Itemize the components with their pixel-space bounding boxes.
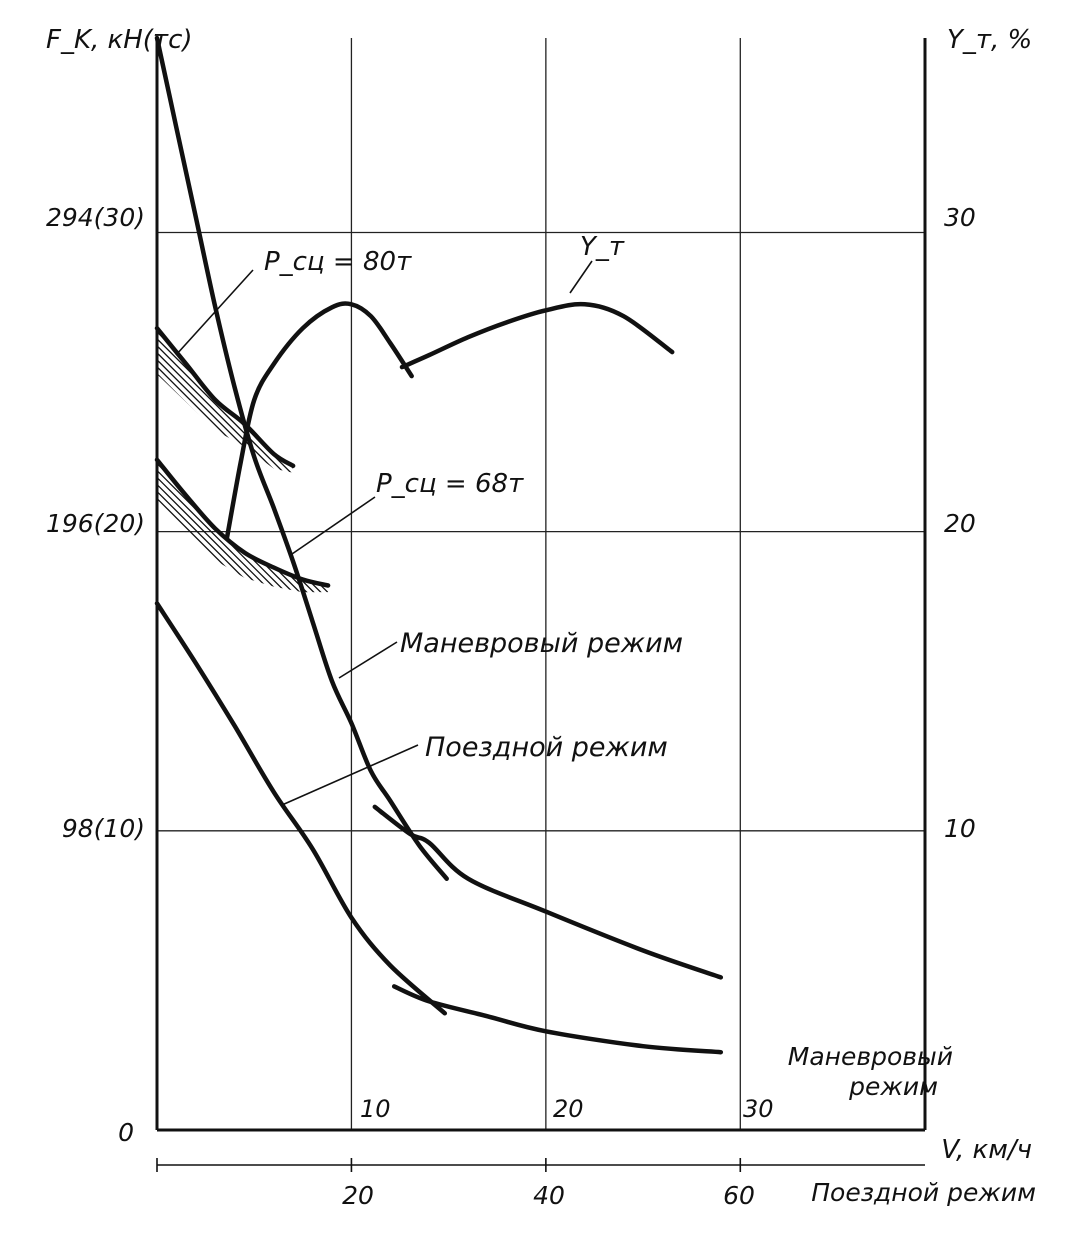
series-line-efficiency-rise bbox=[224, 301, 414, 540]
series-line-train-main bbox=[154, 601, 448, 1016]
series-line-efficiency-fall bbox=[399, 301, 675, 370]
hatch-line bbox=[157, 328, 294, 473]
left-tick-label: 294(30) bbox=[46, 203, 145, 232]
gridlines bbox=[157, 38, 925, 1130]
hatch-line bbox=[157, 459, 315, 593]
right-tick-label: 30 bbox=[944, 203, 976, 232]
right-axis-title: Y_т, % bbox=[947, 25, 1032, 55]
hatch-line bbox=[157, 459, 294, 593]
right-tick-label: 10 bbox=[944, 814, 976, 843]
hatch-line bbox=[157, 459, 308, 593]
hatch-line bbox=[157, 328, 231, 473]
left-tick-label: 196(20) bbox=[46, 509, 145, 538]
hatch-line bbox=[157, 459, 210, 593]
hatch-line bbox=[161, 328, 294, 473]
hatch-line bbox=[161, 459, 329, 593]
shunting-axis-title-line2: режим bbox=[848, 1072, 938, 1101]
hatch-line bbox=[157, 328, 168, 473]
hatch-line bbox=[203, 328, 294, 473]
hatch-line bbox=[157, 459, 217, 593]
hatch-line bbox=[157, 328, 203, 473]
series-line-shunting-tail bbox=[372, 804, 724, 980]
hatch-line bbox=[157, 328, 294, 473]
hatch-line bbox=[157, 328, 294, 473]
shunting-tick-label: 20 bbox=[553, 1095, 584, 1123]
hatch-line bbox=[157, 328, 245, 473]
shunting-tick-label: 10 bbox=[360, 1095, 391, 1123]
hatch-line bbox=[157, 328, 196, 473]
hatch-line bbox=[157, 328, 238, 473]
hatch-line bbox=[157, 328, 175, 473]
leader-p80 bbox=[175, 269, 254, 356]
left-axis-title: F_K, кН(тс) bbox=[46, 25, 193, 55]
leader-shunting bbox=[338, 641, 398, 679]
annotation-p68: P_сц = 68т bbox=[376, 469, 524, 499]
train-tick-label: 60 bbox=[723, 1181, 755, 1210]
hatch-line bbox=[157, 328, 294, 473]
series-line-train-tail bbox=[391, 984, 724, 1055]
left-tick-label: 0 bbox=[118, 1118, 134, 1147]
series-line-shunting-main bbox=[154, 35, 449, 881]
leader-yt bbox=[569, 260, 593, 294]
hatch-line bbox=[157, 328, 182, 473]
annotation-p80: P_сц = 80т bbox=[264, 247, 412, 277]
hatch-line bbox=[157, 459, 280, 593]
hatch-line bbox=[157, 459, 182, 593]
annotation-train: Поездной режим bbox=[425, 732, 668, 763]
hatch-line bbox=[175, 328, 294, 473]
hatch-line bbox=[157, 459, 273, 593]
hatch-line bbox=[189, 328, 294, 473]
train-tick-label: 40 bbox=[533, 1181, 565, 1210]
train-axis-title: Поездной режим bbox=[811, 1178, 1036, 1207]
shunting-axis-title-line1: Маневровый bbox=[788, 1042, 953, 1071]
shunting-tick-label: 30 bbox=[743, 1095, 774, 1123]
x-axis-unit-label: V, км/ч bbox=[941, 1135, 1032, 1165]
series-line-adhesion-80 bbox=[154, 325, 296, 469]
train-tick-label: 20 bbox=[342, 1181, 374, 1210]
hatch-line bbox=[157, 328, 252, 473]
hatch-line bbox=[157, 459, 287, 593]
left-tick-label: 98(10) bbox=[62, 814, 145, 843]
series-line-adhesion-68 bbox=[154, 457, 331, 588]
leader-p68 bbox=[291, 496, 376, 555]
hatch-line bbox=[157, 459, 224, 593]
hatch-line bbox=[157, 459, 175, 593]
hatch-line bbox=[157, 459, 168, 593]
hatch-line bbox=[157, 328, 294, 473]
annotation-yt: Y_т bbox=[580, 232, 625, 262]
series-group bbox=[154, 35, 724, 1055]
hatch-line bbox=[157, 328, 224, 473]
right-tick-label: 20 bbox=[944, 509, 976, 538]
hatch-line bbox=[168, 459, 329, 593]
hatch-line bbox=[157, 459, 301, 593]
hatch-line bbox=[157, 328, 294, 473]
leader-train bbox=[281, 744, 419, 806]
hatch-line bbox=[157, 328, 287, 473]
hatch-line bbox=[157, 328, 217, 473]
annotation-shunting: Маневровый режим bbox=[400, 628, 683, 659]
train-axis-ticks bbox=[350, 1158, 742, 1172]
